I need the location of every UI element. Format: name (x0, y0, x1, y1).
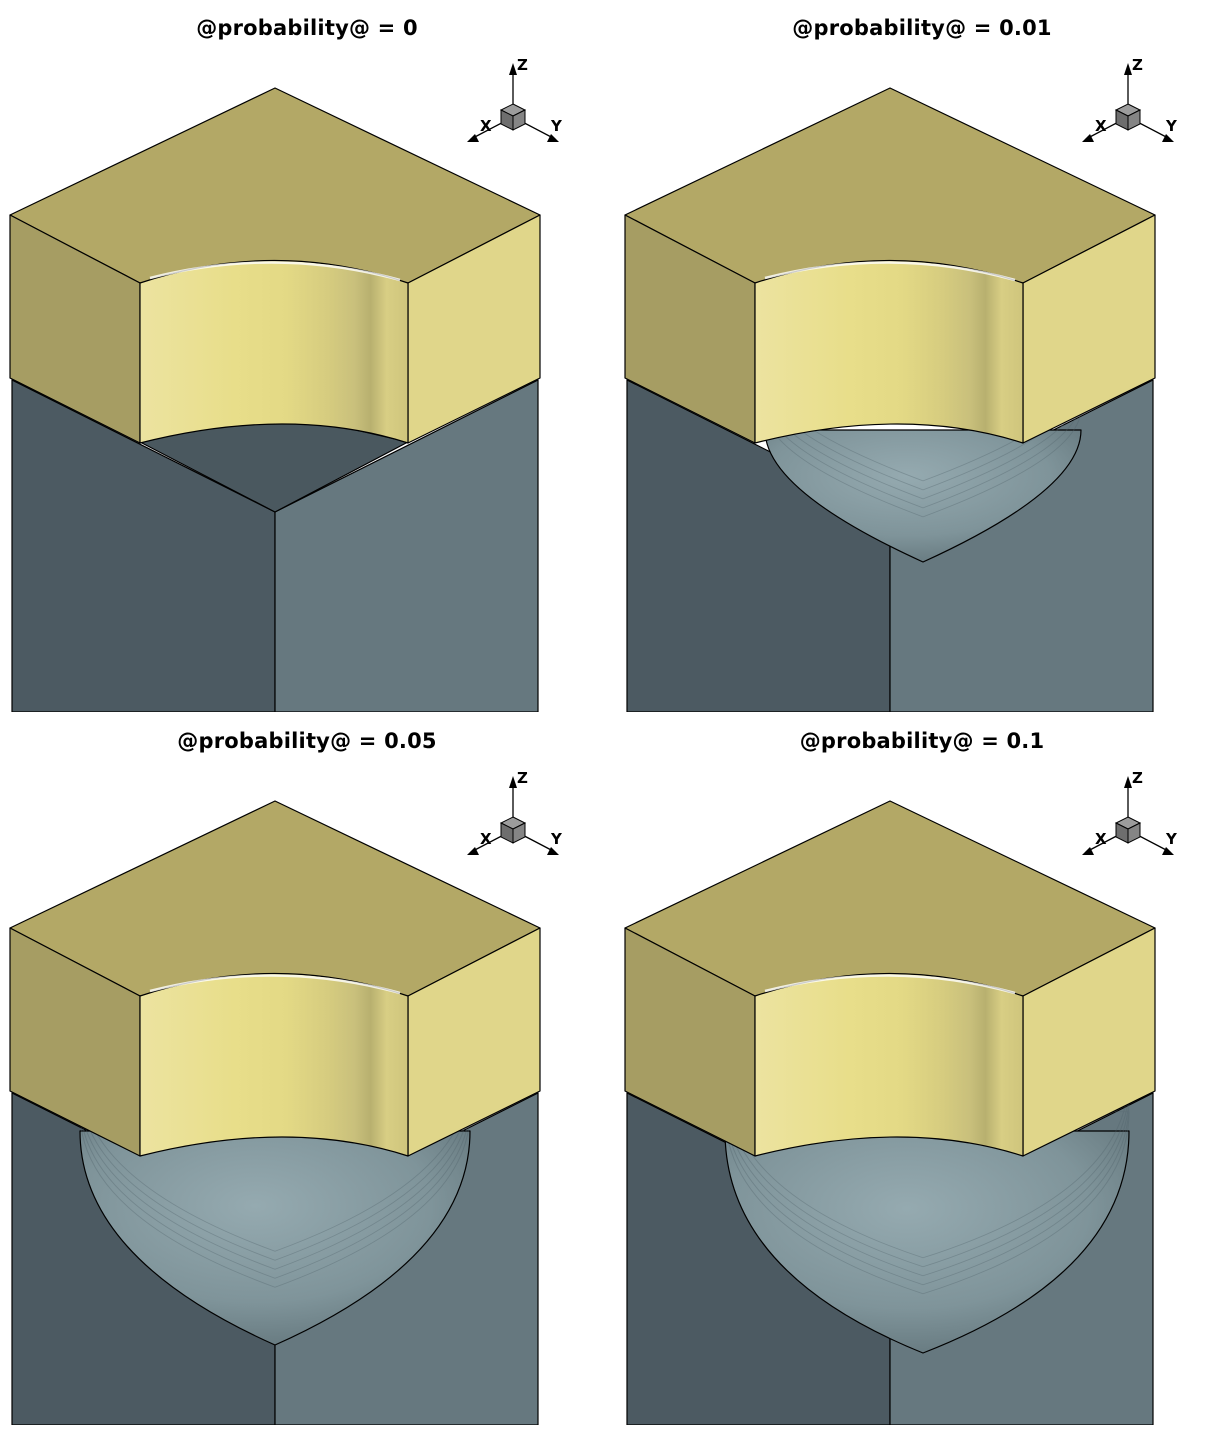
panel-title: @probability@ = 0.05 (177, 729, 437, 753)
y-axis-label: Y (1165, 830, 1178, 848)
crater-ripple (79, 1111, 471, 1288)
y-arrow-icon (547, 134, 559, 142)
cube-right (512, 109, 526, 131)
crater-ripple (764, 408, 1082, 518)
cube-right (1127, 109, 1141, 131)
axis-triad: Z X Y (1082, 769, 1178, 855)
wall-highlight (764, 974, 1016, 995)
column-right-face (274, 379, 539, 712)
z-axis-label: Z (1132, 56, 1143, 74)
crater-surface (79, 1130, 471, 1346)
wall-highlight (149, 974, 401, 995)
crater-ripple (724, 1084, 1130, 1268)
z-arrow-icon (1124, 776, 1132, 788)
block-render: Z X Y (624, 56, 1178, 712)
z-arrow-icon (509, 63, 517, 75)
y-arrow-icon (1162, 847, 1174, 855)
panel-probability-0: @probability@ = 0 Z X Y (0, 0, 614, 712)
cube-right (1127, 822, 1141, 844)
panel-title: @probability@ = 0.01 (792, 16, 1052, 40)
panel-title: @probability@ = 0.1 (799, 729, 1045, 753)
z-axis-label: Z (517, 56, 528, 74)
block-top-face (624, 800, 1156, 997)
x-arrow-icon (1082, 134, 1094, 142)
crater-surface (724, 1130, 1130, 1354)
y-axis-label: Y (1165, 117, 1178, 135)
block-top-face (9, 800, 541, 997)
wall-highlight (149, 261, 401, 282)
cut-inner-wall (754, 259, 1024, 444)
cut-inner-wall (754, 972, 1024, 1157)
column-right-face (889, 379, 1154, 712)
crater-ripple (79, 1093, 471, 1270)
axis-triad: Z X Y (1082, 56, 1178, 142)
x-arrow-icon (467, 134, 479, 142)
cube-right (512, 822, 526, 844)
crater-ripple (724, 1111, 1130, 1295)
axis-triad: Z X Y (467, 769, 563, 855)
x-axis-label: X (480, 117, 492, 135)
z-arrow-icon (509, 776, 517, 788)
x-arrow-icon (1082, 847, 1094, 855)
z-arrow-icon (1124, 63, 1132, 75)
z-axis-label: Z (517, 769, 528, 787)
y-arrow-icon (547, 847, 559, 855)
panel-probability-0.1: @probability@ = 0.1 Z X Y (615, 713, 1229, 1425)
axis-triad: Z X Y (467, 56, 563, 142)
panel-probability-0.01: @probability@ = 0.01 Z X Y (615, 0, 1229, 712)
block-top-face (624, 87, 1156, 284)
crater-ripple (79, 1084, 471, 1261)
z-axis-label: Z (1132, 769, 1143, 787)
x-axis-label: X (1095, 830, 1107, 848)
cut-inner-wall (139, 972, 409, 1157)
column-left-face (11, 379, 276, 712)
y-axis-label: Y (550, 830, 563, 848)
block-render: Z X Y (9, 769, 563, 1425)
x-arrow-icon (467, 847, 479, 855)
x-axis-label: X (480, 830, 492, 848)
panel-probability-0.05: @probability@ = 0.05 Z X Y (0, 713, 614, 1425)
block-render: Z X Y (9, 56, 563, 712)
crater-ripple (79, 1102, 471, 1279)
block-render: Z X Y (624, 769, 1178, 1425)
wall-highlight (764, 261, 1016, 282)
crater-surface (764, 429, 1082, 563)
y-arrow-icon (1162, 134, 1174, 142)
crater-ripple (724, 1102, 1130, 1286)
panel-title: @probability@ = 0 (196, 16, 418, 40)
x-axis-label: X (1095, 117, 1107, 135)
cut-inner-wall (139, 259, 409, 444)
y-axis-label: Y (550, 117, 563, 135)
crater-ripple (724, 1093, 1130, 1277)
block-top-face (9, 87, 541, 284)
